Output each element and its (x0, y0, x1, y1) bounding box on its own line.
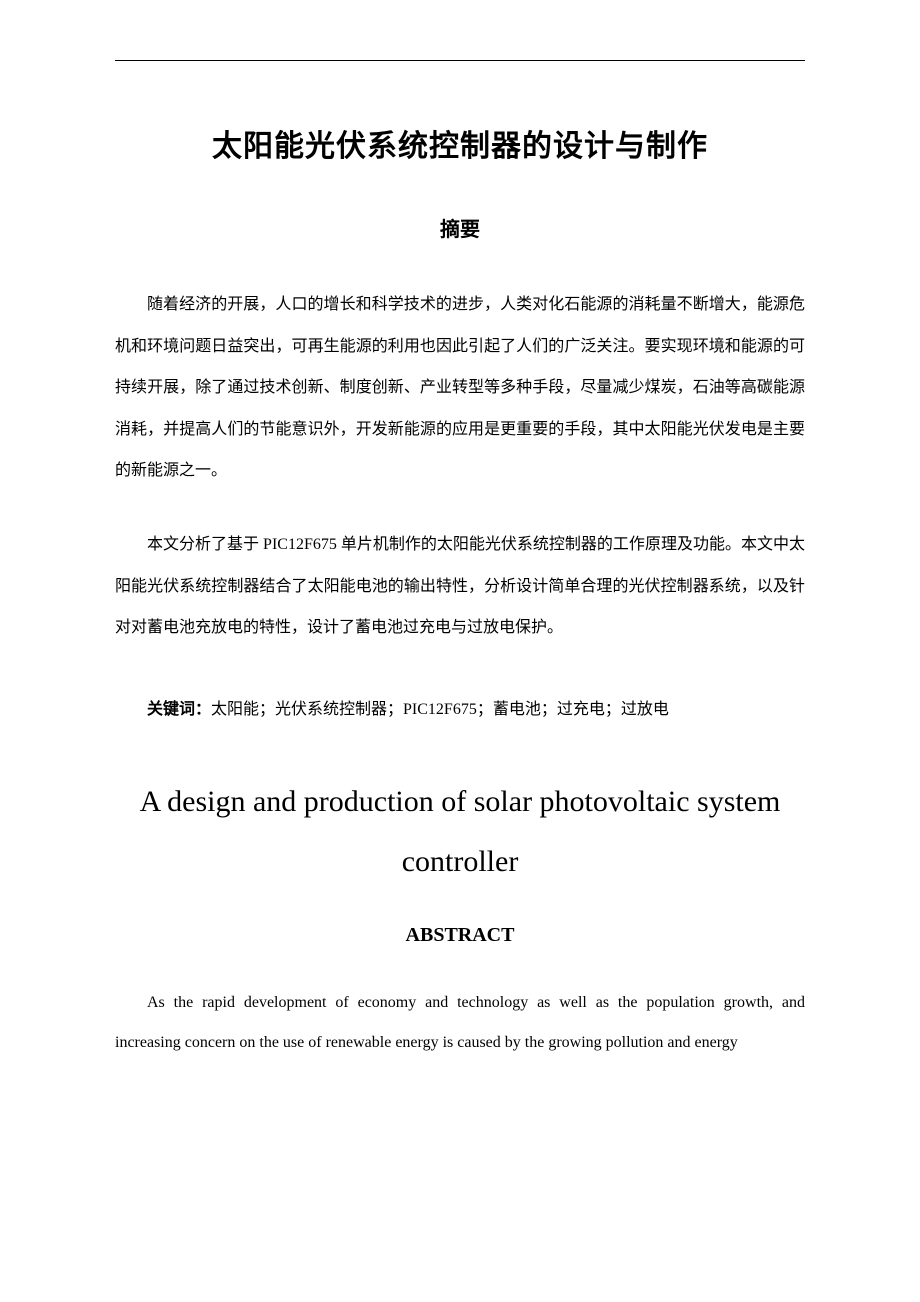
keywords-text: 太阳能；光伏系统控制器；PIC12F675；蓄电池；过充电；过放电 (211, 701, 669, 718)
abstract-body-chinese: 随着经济的开展，人口的增长和科学技术的进步，人类对化石能源的消耗量不断增大，能源… (115, 284, 805, 492)
keywords-line: 关键词：太阳能；光伏系统控制器；PIC12F675；蓄电池；过充电；过放电 (115, 689, 805, 731)
paragraph-cn-2: 本文分析了基于 PIC12F675 单片机制作的太阳能光伏系统控制器的工作原理及… (115, 524, 805, 649)
title-chinese: 太阳能光伏系统控制器的设计与制作 (115, 121, 805, 165)
abstract-body-chinese-2: 本文分析了基于 PIC12F675 单片机制作的太阳能光伏系统控制器的工作原理及… (115, 524, 805, 649)
title-english: A design and production of solar photovo… (115, 772, 805, 892)
paragraph-cn-1: 随着经济的开展，人口的增长和科学技术的进步，人类对化石能源的消耗量不断增大，能源… (115, 284, 805, 492)
horizontal-rule (115, 60, 805, 61)
page-container: 太阳能光伏系统控制器的设计与制作 摘要 随着经济的开展，人口的增长和科学技术的进… (0, 0, 920, 1063)
keywords-label: 关键词： (147, 701, 211, 718)
abstract-heading-chinese: 摘要 (115, 213, 805, 242)
paragraph-en-1: As the rapid development of economy and … (115, 983, 805, 1063)
abstract-heading-english: ABSTRACT (115, 924, 805, 947)
